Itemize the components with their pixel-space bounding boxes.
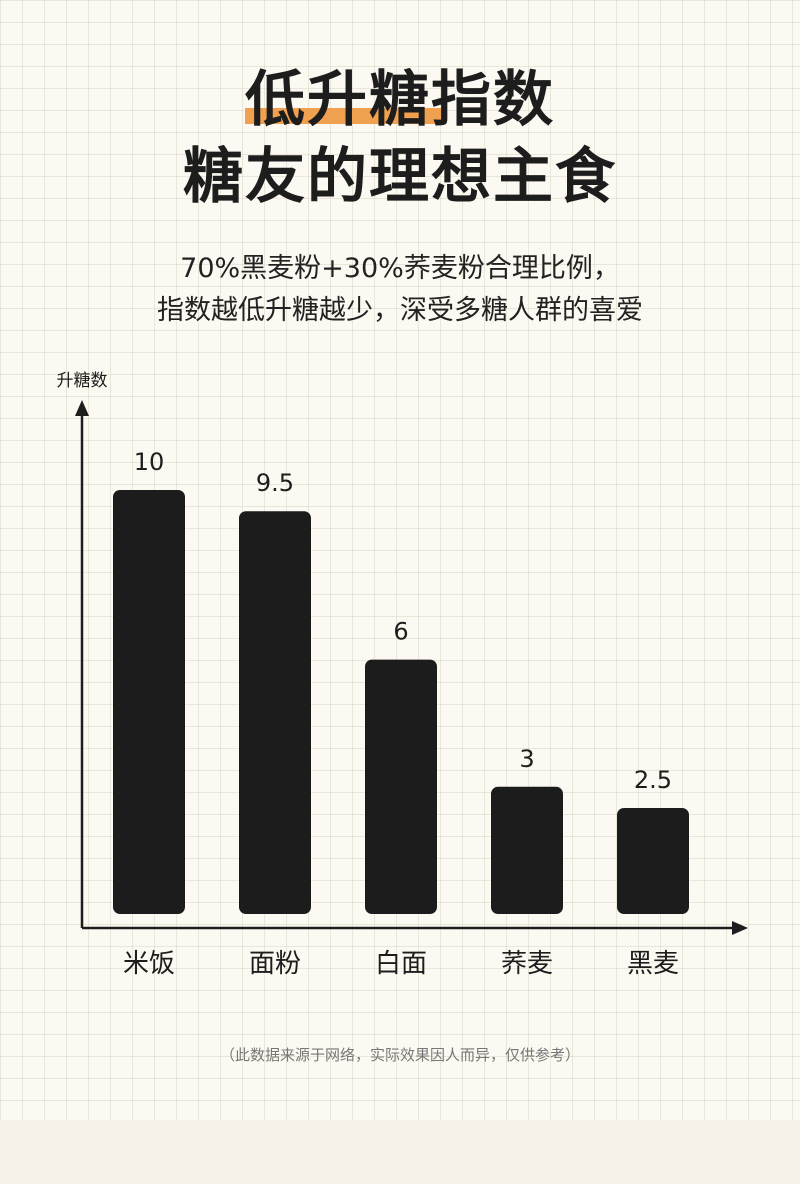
category-label-2: 白面 — [375, 949, 427, 979]
value-label-0: 10 — [134, 448, 165, 476]
main-title-line2: 糖友的理想主食 — [183, 142, 617, 212]
bottom-band — [0, 1120, 800, 1184]
value-label-3: 3 — [519, 745, 534, 773]
bar-4 — [617, 808, 689, 914]
category-label-3: 荞麦 — [501, 949, 553, 979]
subtitle: 70%黑麦粉+30%荞麦粉合理比例， 指数越低升糖越少，深受多糖人群的喜爱 — [0, 248, 800, 332]
value-label-1: 9.5 — [256, 469, 294, 497]
bar-0 — [113, 490, 185, 914]
value-label-4: 2.5 — [634, 766, 672, 794]
bar-2 — [365, 659, 437, 914]
y-axis-arrow-icon — [75, 400, 89, 416]
subtitle-line2: 指数越低升糖越少，深受多糖人群的喜爱 — [157, 295, 643, 326]
category-label-4: 黑麦 — [627, 949, 679, 979]
category-label-1: 面粉 — [249, 949, 301, 979]
title-highlight-bar — [245, 108, 443, 124]
bar-1 — [239, 511, 311, 914]
bars-group: 10 米饭 9.5 面粉 6 白面 3 荞麦 2.5 黑麦 — [113, 448, 689, 979]
category-label-0: 米饭 — [123, 949, 175, 979]
bar-3 — [491, 786, 563, 914]
bar-chart: 升糖数 10 米饭 9.5 面粉 6 白面 3 荞麦 2.5 黑麦 — [57, 371, 748, 979]
footnote: （此数据来源于网络，实际效果因人而异，仅供参考） — [219, 1046, 580, 1064]
y-axis-label: 升糖数 — [57, 371, 108, 391]
x-axis-arrow-icon — [732, 921, 748, 935]
value-label-2: 6 — [393, 618, 408, 646]
main-title-text: 低升糖指数 — [245, 65, 555, 135]
main-title-line1: 低升糖指数 — [245, 62, 555, 138]
subtitle-line1: 70%黑麦粉+30%荞麦粉合理比例， — [180, 253, 620, 284]
title-block: 低升糖指数 糖友的理想主食 — [0, 62, 800, 216]
